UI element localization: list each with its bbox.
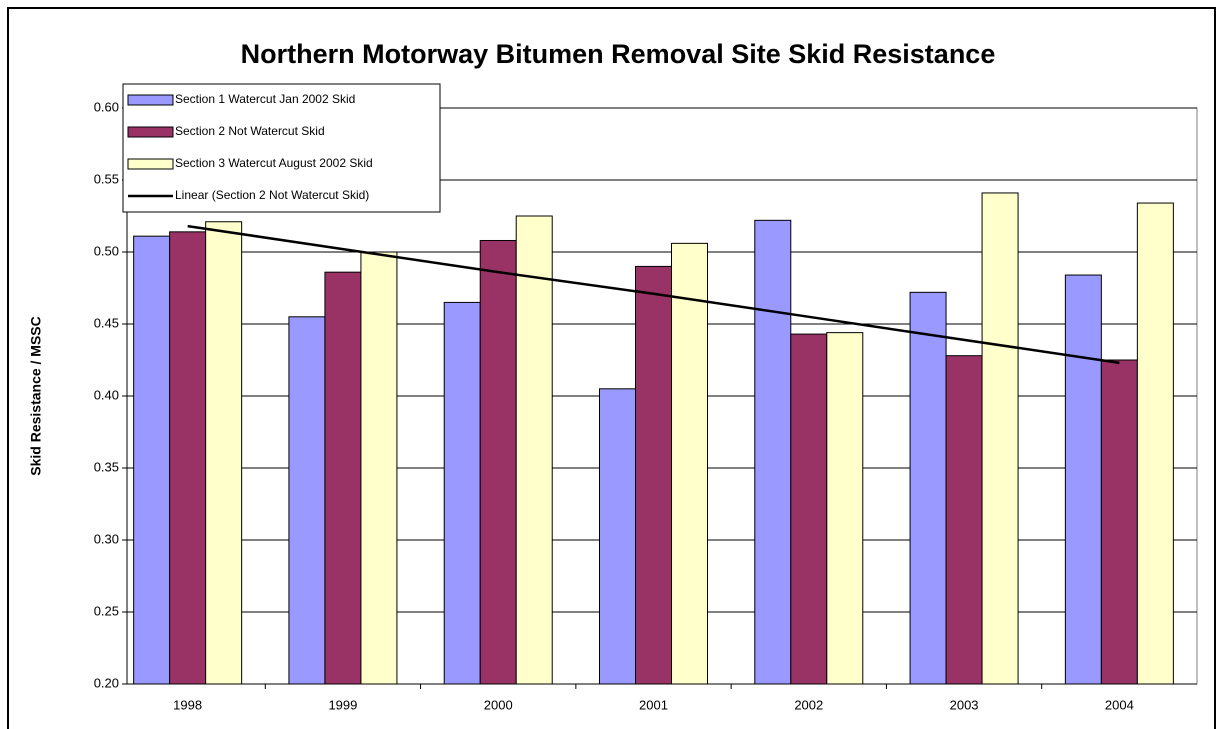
- trend-line: [187, 224, 1120, 365]
- bar: [945, 355, 983, 685]
- x-tick-label: 2003: [950, 697, 979, 712]
- bar: [515, 215, 553, 685]
- legend-label: Section 2 Not Watercut Skid: [175, 124, 325, 138]
- bar: [205, 221, 243, 685]
- bar: [133, 235, 171, 685]
- bar: [169, 231, 207, 685]
- bar: [360, 251, 398, 685]
- legend-swatch: [127, 126, 174, 138]
- x-tick-label: 2004: [1105, 697, 1134, 712]
- legend-box: [122, 83, 441, 213]
- legend-swatch: [127, 158, 174, 170]
- bar: [671, 242, 708, 685]
- bar: [288, 316, 326, 685]
- bar: [754, 219, 792, 685]
- bar: [1136, 202, 1174, 685]
- chart-title: Northern Motorway Bitumen Removal Site S…: [241, 39, 996, 69]
- legend-label: Linear (Section 2 Not Watercut Skid): [175, 188, 369, 202]
- y-tick-label: 0.60: [94, 99, 119, 114]
- bar: [635, 265, 672, 685]
- y-axis-label: Skid Resistance / MSSC: [28, 316, 44, 476]
- bar: [324, 271, 362, 685]
- x-tick-label: 1999: [328, 697, 357, 712]
- legend-swatch: [127, 94, 174, 106]
- bar: [443, 301, 481, 685]
- x-tick-label: 2000: [484, 697, 513, 712]
- y-tick-label: 0.30: [94, 531, 119, 546]
- y-tick-label: 0.55: [94, 171, 119, 186]
- bar: [599, 388, 636, 685]
- bar: [790, 333, 828, 685]
- x-tick-label: 2002: [794, 697, 823, 712]
- y-tick-label: 0.50: [94, 243, 119, 258]
- bar: [1100, 359, 1138, 685]
- x-tick-label: 1998: [173, 697, 202, 712]
- bar: [981, 192, 1019, 685]
- y-tick-label: 0.35: [94, 459, 119, 474]
- bar: [909, 291, 947, 685]
- y-tick-label: 0.40: [94, 387, 119, 402]
- y-tick-label: 0.20: [94, 675, 119, 690]
- legend-label: Section 1 Watercut Jan 2002 Skid: [175, 92, 355, 106]
- legend-label: Section 3 Watercut August 2002 Skid: [175, 156, 373, 170]
- bar: [826, 332, 864, 685]
- x-tick-label: 2001: [639, 697, 668, 712]
- y-tick-label: 0.45: [94, 315, 119, 330]
- bar: [479, 239, 517, 685]
- y-tick-label: 0.25: [94, 603, 119, 618]
- bar: [1064, 274, 1102, 685]
